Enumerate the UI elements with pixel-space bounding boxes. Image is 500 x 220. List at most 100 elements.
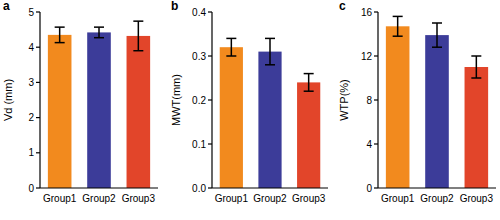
x-tick-label: Group1 bbox=[215, 193, 249, 204]
y-axis bbox=[39, 12, 40, 188]
y-tick bbox=[36, 82, 40, 83]
x-axis bbox=[212, 187, 328, 188]
y-tick bbox=[208, 143, 212, 144]
bar bbox=[465, 67, 489, 188]
y-tick-label: 2 bbox=[28, 112, 34, 123]
x-tick-label: Group3 bbox=[122, 193, 156, 204]
error-line bbox=[59, 27, 61, 42]
error-cap bbox=[133, 50, 143, 52]
y-tick bbox=[374, 99, 378, 100]
marks bbox=[220, 38, 321, 188]
error-cap bbox=[133, 20, 143, 22]
panel-letter: a bbox=[3, 0, 10, 13]
error-cap bbox=[432, 46, 442, 48]
error-bar bbox=[432, 23, 442, 47]
error-bar bbox=[226, 38, 236, 56]
error-line bbox=[231, 38, 233, 56]
error-cap bbox=[304, 73, 314, 75]
error-line bbox=[98, 27, 100, 38]
error-bar bbox=[55, 27, 65, 42]
panel: b MWT(mm) Group1 Group2 Group3 0.0 0.1 0.2 0.3 0.… bbox=[170, 0, 328, 204]
error-line bbox=[397, 16, 399, 36]
bar bbox=[220, 47, 243, 188]
y-tick bbox=[208, 99, 212, 100]
marks bbox=[386, 16, 488, 188]
y-tick-label: 4 bbox=[28, 42, 34, 53]
y-tick bbox=[374, 11, 378, 12]
error-cap bbox=[94, 37, 104, 39]
x-tick-label: Group2 bbox=[253, 193, 287, 204]
error-cap bbox=[393, 16, 403, 18]
y-tick-label: 0 bbox=[366, 183, 372, 194]
y-axis-label: WTP(%) bbox=[338, 79, 350, 121]
error-bar bbox=[133, 21, 143, 51]
y-tick-label: 0.4 bbox=[192, 7, 206, 18]
y-tick-label: 0.3 bbox=[192, 51, 206, 62]
error-bar bbox=[265, 38, 275, 64]
y-axis-label: MWT(mm) bbox=[170, 74, 182, 126]
error-cap bbox=[471, 55, 481, 57]
marks bbox=[48, 21, 150, 188]
y-tick bbox=[208, 55, 212, 56]
x-tick-label: Group2 bbox=[82, 193, 116, 204]
y-axis-label: Vd (mm) bbox=[2, 79, 14, 121]
bar bbox=[48, 35, 72, 188]
error-bar bbox=[94, 27, 104, 38]
bar bbox=[386, 26, 410, 188]
error-cap bbox=[55, 42, 65, 44]
error-cap bbox=[393, 35, 403, 37]
y-tick bbox=[36, 187, 40, 188]
y-tick bbox=[36, 117, 40, 118]
error-cap bbox=[55, 26, 65, 28]
y-tick bbox=[36, 152, 40, 153]
x-tick-label: Group1 bbox=[381, 193, 415, 204]
y-tick-label: 0 bbox=[28, 183, 34, 194]
error-cap bbox=[265, 64, 275, 66]
bar bbox=[425, 35, 449, 188]
y-tick bbox=[36, 11, 40, 12]
error-line bbox=[138, 21, 140, 51]
error-line bbox=[436, 23, 438, 47]
y-tick-label: 0.2 bbox=[192, 95, 206, 106]
error-cap bbox=[226, 38, 236, 40]
y-tick-label: 0.1 bbox=[192, 139, 206, 150]
y-tick-label: 4 bbox=[366, 139, 372, 150]
panel-letter: b bbox=[171, 0, 178, 13]
error-bar bbox=[304, 74, 314, 92]
x-tick-label: Group3 bbox=[460, 193, 494, 204]
bar bbox=[127, 36, 151, 188]
figure: aVd (mm)Group1Group2Group3012345bMWT(mm)… bbox=[0, 0, 500, 220]
bar bbox=[297, 82, 320, 188]
error-line bbox=[269, 38, 271, 64]
error-cap bbox=[471, 77, 481, 79]
y-tick bbox=[36, 47, 40, 48]
y-tick bbox=[208, 187, 212, 188]
y-tick bbox=[208, 11, 212, 12]
x-axis bbox=[378, 187, 496, 188]
x-tick-label: Group1 bbox=[43, 193, 77, 204]
page: {"chart_data": [ {"type": "bar", "title"… bbox=[0, 0, 500, 220]
error-cap bbox=[265, 38, 275, 40]
panel-letter: c bbox=[339, 0, 346, 13]
y-tick-label: 12 bbox=[361, 51, 373, 62]
panel: a Vd (mm) Group1 Group2 Group3 0 1 2 3 4 5 bbox=[2, 0, 158, 204]
error-cap bbox=[432, 22, 442, 24]
error-cap bbox=[304, 90, 314, 92]
y-tick bbox=[374, 143, 378, 144]
bar bbox=[87, 32, 111, 188]
y-tick-label: 3 bbox=[28, 77, 34, 88]
y-tick-label: 8 bbox=[366, 95, 372, 106]
error-cap bbox=[226, 55, 236, 57]
x-axis bbox=[40, 187, 158, 188]
error-line bbox=[476, 56, 478, 78]
y-tick-label: 5 bbox=[28, 7, 34, 18]
x-tick-label: Group3 bbox=[292, 193, 326, 204]
bar bbox=[258, 52, 281, 188]
y-tick-label: 0.0 bbox=[192, 183, 206, 194]
y-tick bbox=[374, 187, 378, 188]
error-cap bbox=[94, 26, 104, 28]
y-tick-label: 1 bbox=[28, 147, 34, 158]
x-tick-label: Group2 bbox=[420, 193, 454, 204]
error-line bbox=[308, 74, 310, 92]
y-tick bbox=[374, 55, 378, 56]
